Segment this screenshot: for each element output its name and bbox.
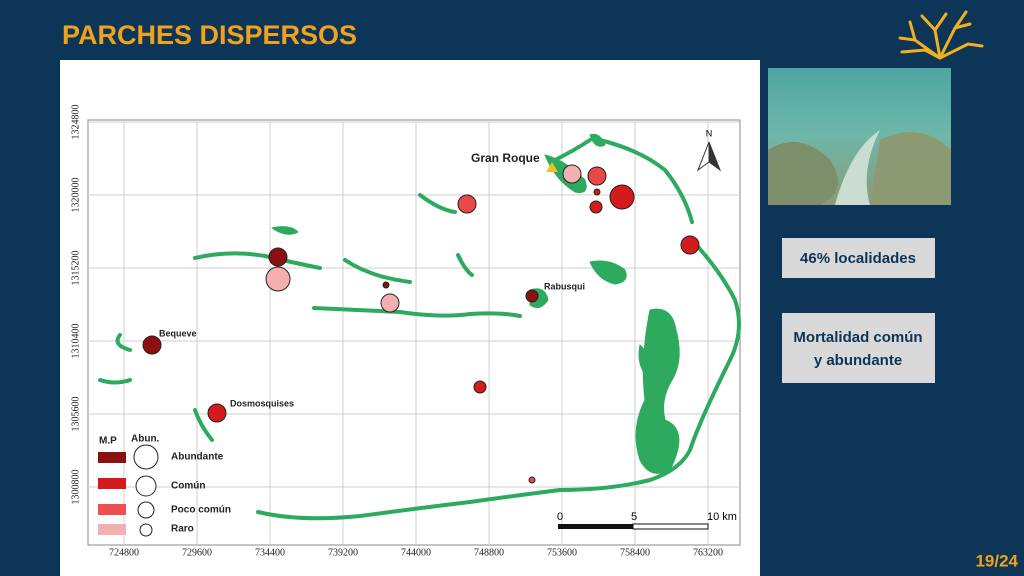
stat-text: 46% localidades	[800, 250, 916, 267]
x-coord-label: 748800	[474, 547, 504, 558]
site-marker	[562, 164, 582, 184]
town-marker	[546, 162, 558, 172]
x-coord-label: 763200	[693, 547, 723, 558]
legend-header: Abun.	[131, 434, 160, 445]
page-number: 19/24	[975, 551, 1018, 570]
y-coord-label: 1300800	[70, 470, 81, 505]
site-marker	[525, 289, 539, 303]
site-marker	[587, 166, 607, 186]
site-marker	[268, 247, 288, 267]
map-panel	[60, 60, 760, 576]
stat-box	[782, 238, 935, 278]
y-coord-label: 1320000	[70, 178, 81, 213]
place-label: Rabusqui	[544, 281, 585, 291]
islands	[98, 134, 741, 521]
x-coord-label: 739200	[328, 547, 358, 558]
site-marker	[473, 380, 487, 394]
x-coord-label: 753600	[547, 547, 577, 558]
legend-label: Abundante	[171, 452, 224, 463]
scale-label: 5	[631, 511, 637, 523]
y-coord-label: 1305600	[70, 397, 81, 432]
legend-label: Raro	[171, 524, 194, 535]
site-marker	[609, 184, 635, 210]
legend-label: Común	[171, 481, 205, 492]
sites	[142, 162, 700, 484]
slide-title: PARCHES DISPERSOS	[62, 20, 357, 50]
x-coord-label: 724800	[109, 547, 139, 558]
place-label: Gran Roque	[471, 151, 540, 165]
x-coord-label: 734400	[255, 547, 285, 558]
note-box	[782, 313, 935, 383]
site-marker	[382, 281, 390, 289]
north-label: N	[706, 128, 713, 138]
x-coord-label: 758400	[620, 547, 650, 558]
site-marker	[528, 476, 536, 484]
scale-label: 10 km	[707, 511, 737, 523]
site-marker	[380, 293, 400, 313]
site-marker	[589, 200, 603, 214]
site-marker	[265, 266, 291, 292]
north-arrow: N	[696, 128, 722, 172]
legend-label: Poco común	[171, 505, 231, 516]
legend-header: M.P	[99, 436, 117, 447]
y-coord-label: 1315200	[70, 251, 81, 286]
site-marker	[680, 235, 700, 255]
reef-photo	[768, 68, 951, 205]
site-marker	[593, 188, 601, 196]
site-marker	[142, 335, 162, 355]
site-marker	[207, 403, 227, 423]
x-coord-label: 744000	[401, 547, 431, 558]
place-label: Dosmosquises	[230, 398, 294, 408]
scale-bar: 0 5 10 km	[557, 511, 737, 530]
scale-label: 0	[557, 511, 563, 523]
site-marker	[457, 194, 477, 214]
y-coord-label: 1324800	[70, 105, 81, 140]
y-coord-label: 1310400	[70, 324, 81, 359]
place-label: Bequeve	[159, 328, 197, 338]
note-text: Mortalidad común	[793, 329, 922, 346]
x-coord-label: 729600	[182, 547, 212, 558]
note-text: y abundante	[814, 352, 902, 369]
coral-icon	[898, 10, 984, 60]
legend: M.P Abun. Abundante Común Poco común Rar…	[98, 434, 231, 537]
